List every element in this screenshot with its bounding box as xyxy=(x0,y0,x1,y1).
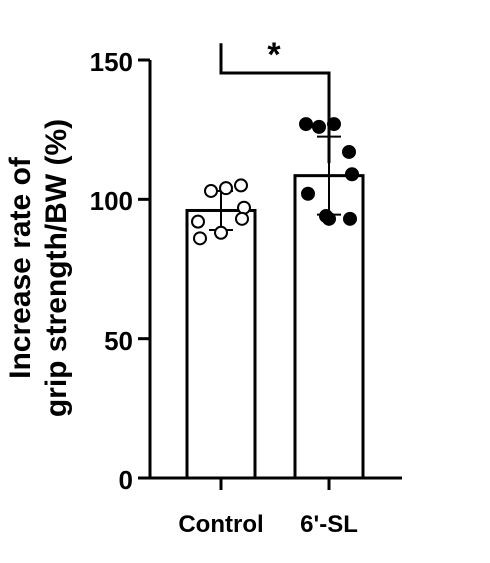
y-tick-labels: 0 50 100 150 xyxy=(90,47,133,495)
data-point xyxy=(301,186,315,201)
x-category-label-6sl: 6'-SL xyxy=(300,511,358,538)
data-point xyxy=(219,181,233,196)
y-tick-label: 50 xyxy=(104,326,133,356)
data-point xyxy=(319,209,333,224)
x-category-labels: Control 6'-SL xyxy=(178,511,358,538)
significance-label: * xyxy=(267,36,281,74)
data-point xyxy=(237,200,251,215)
y-axis-title-line-2: grip strength/BW (%) xyxy=(40,119,73,417)
y-tick-label: 150 xyxy=(90,47,133,77)
data-point xyxy=(191,214,205,229)
bar-control xyxy=(185,208,257,480)
data-point xyxy=(342,144,356,159)
data-point xyxy=(234,178,248,193)
chart-marks xyxy=(138,43,402,490)
y-tick-label: 100 xyxy=(90,186,133,216)
x-category-label-control: Control xyxy=(178,511,263,538)
data-point xyxy=(204,183,218,198)
y-tick-label: 0 xyxy=(119,465,133,495)
data-point xyxy=(312,119,326,134)
data-point xyxy=(343,211,357,226)
data-point xyxy=(193,231,207,246)
data-point xyxy=(235,211,249,226)
data-point xyxy=(299,117,313,132)
y-axis-title: Increase rate of grip strength/BW (%) xyxy=(4,119,73,417)
data-point xyxy=(345,167,359,182)
bar-6sl xyxy=(293,174,365,480)
data-point xyxy=(214,225,228,240)
y-axis-title-line-1: Increase rate of xyxy=(4,156,37,379)
significance-bracket xyxy=(219,43,331,164)
